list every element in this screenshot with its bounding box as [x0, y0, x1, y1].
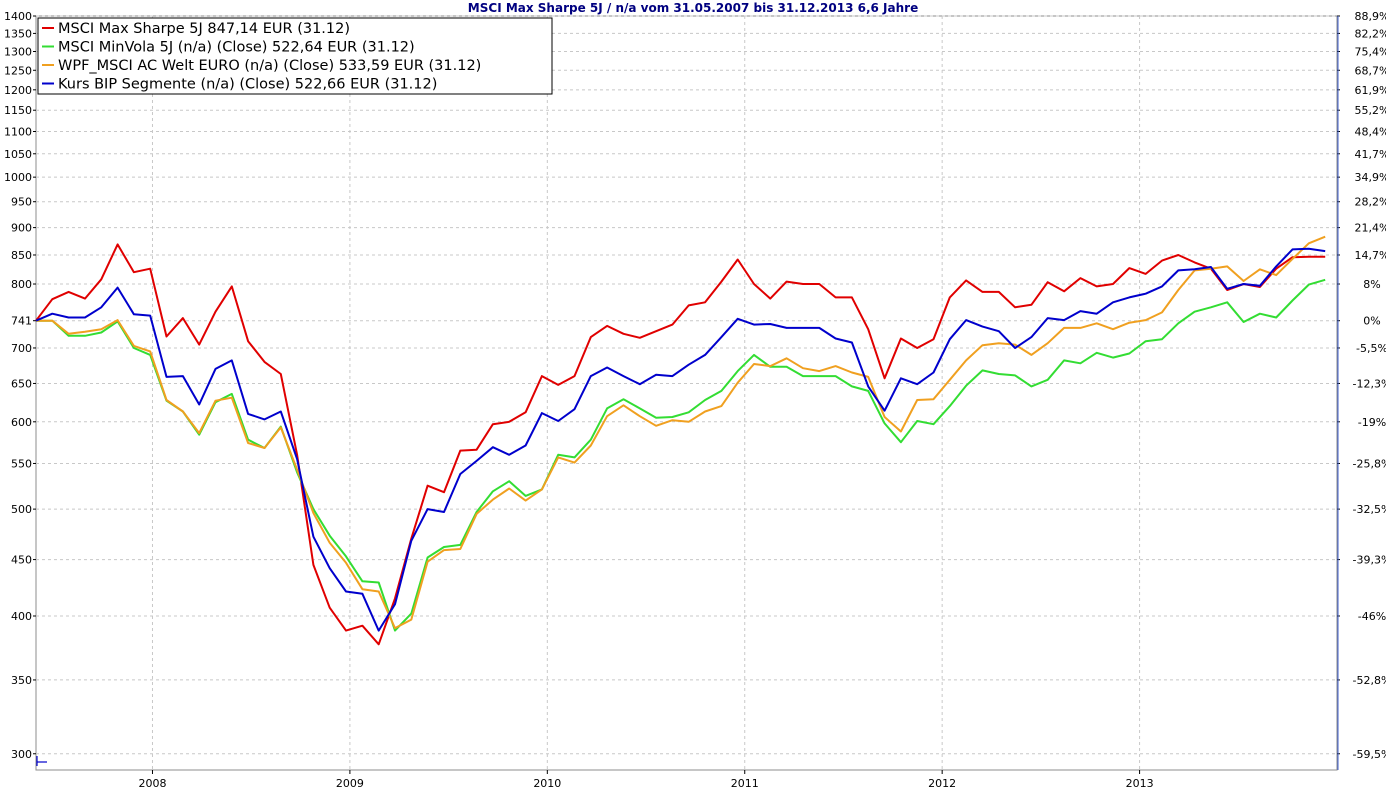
- y-tick-label-right: 48,4%: [1355, 125, 1386, 138]
- y-tick-label-left: 1250: [4, 64, 32, 77]
- y-tick-label-right: -52,8%: [1353, 674, 1386, 687]
- y-tick-label-right: -32,5%: [1353, 503, 1386, 516]
- series-layer: [35, 235, 1326, 646]
- y-tick-label-right: 14,7%: [1355, 249, 1386, 262]
- y-tick-label-right: -5,5%: [1356, 342, 1386, 355]
- y-tick-label-right: 8%: [1363, 278, 1380, 291]
- y-tick-label-left: 700: [11, 342, 32, 355]
- y-tick-label-right: -19%: [1358, 416, 1386, 429]
- y-tick-label-left: 650: [11, 377, 32, 390]
- y-tick-label-right: 21,4%: [1355, 222, 1386, 235]
- y-tick-label-right: 55,2%: [1355, 104, 1386, 117]
- y-tick-label-right: 88,9%: [1355, 10, 1386, 23]
- y-tick-label-right: -59,5%: [1353, 748, 1386, 761]
- series-line-2: [36, 278, 1326, 632]
- y-tick-label-right: 34,9%: [1355, 171, 1386, 184]
- x-tick-label: 2009: [336, 777, 364, 788]
- y-tick-label-left: 350: [11, 674, 32, 687]
- y-tick-label-right: 28,2%: [1355, 196, 1386, 209]
- series-line-3: [36, 235, 1326, 630]
- legend: MSCI Max Sharpe 5J 847,14 EUR (31.12) MSC…: [37, 17, 553, 95]
- axis-layer: 1400 88,9% 1350 82,2% 1300 75,4% 1250 68,7% 1200…: [4, 10, 1386, 788]
- y-tick-label-right: 41,7%: [1355, 148, 1386, 161]
- y-tick-label-left: 850: [11, 249, 32, 262]
- legend-label-1: MSCI Max Sharpe 5J 847,14 EUR (31.12): [58, 21, 350, 37]
- legend-label-2: MSCI MinVola 5J (n/a) (Close) 522,64 EUR…: [58, 40, 415, 56]
- y-tick-label-left: 1300: [4, 45, 32, 58]
- y-tick-label-right: -12,3%: [1353, 377, 1386, 390]
- legend-box: [37, 17, 553, 95]
- y-tick-label-left: 741: [11, 315, 32, 328]
- y-tick-label-left: 600: [11, 416, 32, 429]
- x-tick-label: 2010: [533, 777, 561, 788]
- chart-title: MSCI Max Sharpe 5J / n/a vom 31.05.2007 …: [467, 1, 919, 15]
- y-tick-label-left: 900: [11, 222, 32, 235]
- y-tick-label-right: 75,4%: [1355, 45, 1386, 58]
- y-tick-label-left: 1100: [4, 125, 32, 138]
- y-tick-label-left: 500: [11, 503, 32, 516]
- y-tick-label-left: 550: [11, 457, 32, 470]
- y-tick-label-left: 1350: [4, 27, 32, 40]
- y-tick-label-right: -25,8%: [1353, 457, 1386, 470]
- legend-label-4: Kurs BIP Segmente (n/a) (Close) 522,66 E…: [58, 77, 437, 93]
- y-tick-label-left: 950: [11, 196, 32, 209]
- y-tick-label-left: 1150: [4, 104, 32, 117]
- y-tick-label-left: 400: [11, 610, 32, 623]
- series-line-4: [35, 247, 1326, 632]
- x-tick-label: 2011: [731, 777, 759, 788]
- y-tick-label-right: -46%: [1358, 610, 1386, 623]
- y-tick-label-left: 1050: [4, 148, 32, 161]
- x-tick-label: 2012: [928, 777, 956, 788]
- x-tick-label: 2008: [138, 777, 166, 788]
- y-tick-label-right: 82,2%: [1355, 27, 1386, 40]
- grid-layer: [35, 15, 1338, 771]
- y-tick-label-right: 0%: [1363, 315, 1380, 328]
- y-tick-label-left: 1000: [4, 171, 32, 184]
- y-tick-label-left: 450: [11, 554, 32, 567]
- marker-layer: [36, 756, 47, 766]
- series-line-1: [35, 243, 1326, 646]
- y-tick-label-right: 61,9%: [1355, 84, 1386, 97]
- y-tick-label-right: -39,3%: [1353, 554, 1386, 567]
- y-tick-label-left: 1400: [4, 10, 32, 23]
- y-tick-label-left: 1200: [4, 84, 32, 97]
- plot-frame: [35, 15, 1338, 771]
- x-tick-label: 2013: [1126, 777, 1154, 788]
- y-tick-label-left: 300: [11, 748, 32, 761]
- y-tick-label-right: 68,7%: [1355, 64, 1386, 77]
- legend-label-3: WPF_MSCI AC Welt EURO (n/a) (Close) 533,…: [58, 58, 481, 74]
- y-tick-label-left: 800: [11, 278, 32, 291]
